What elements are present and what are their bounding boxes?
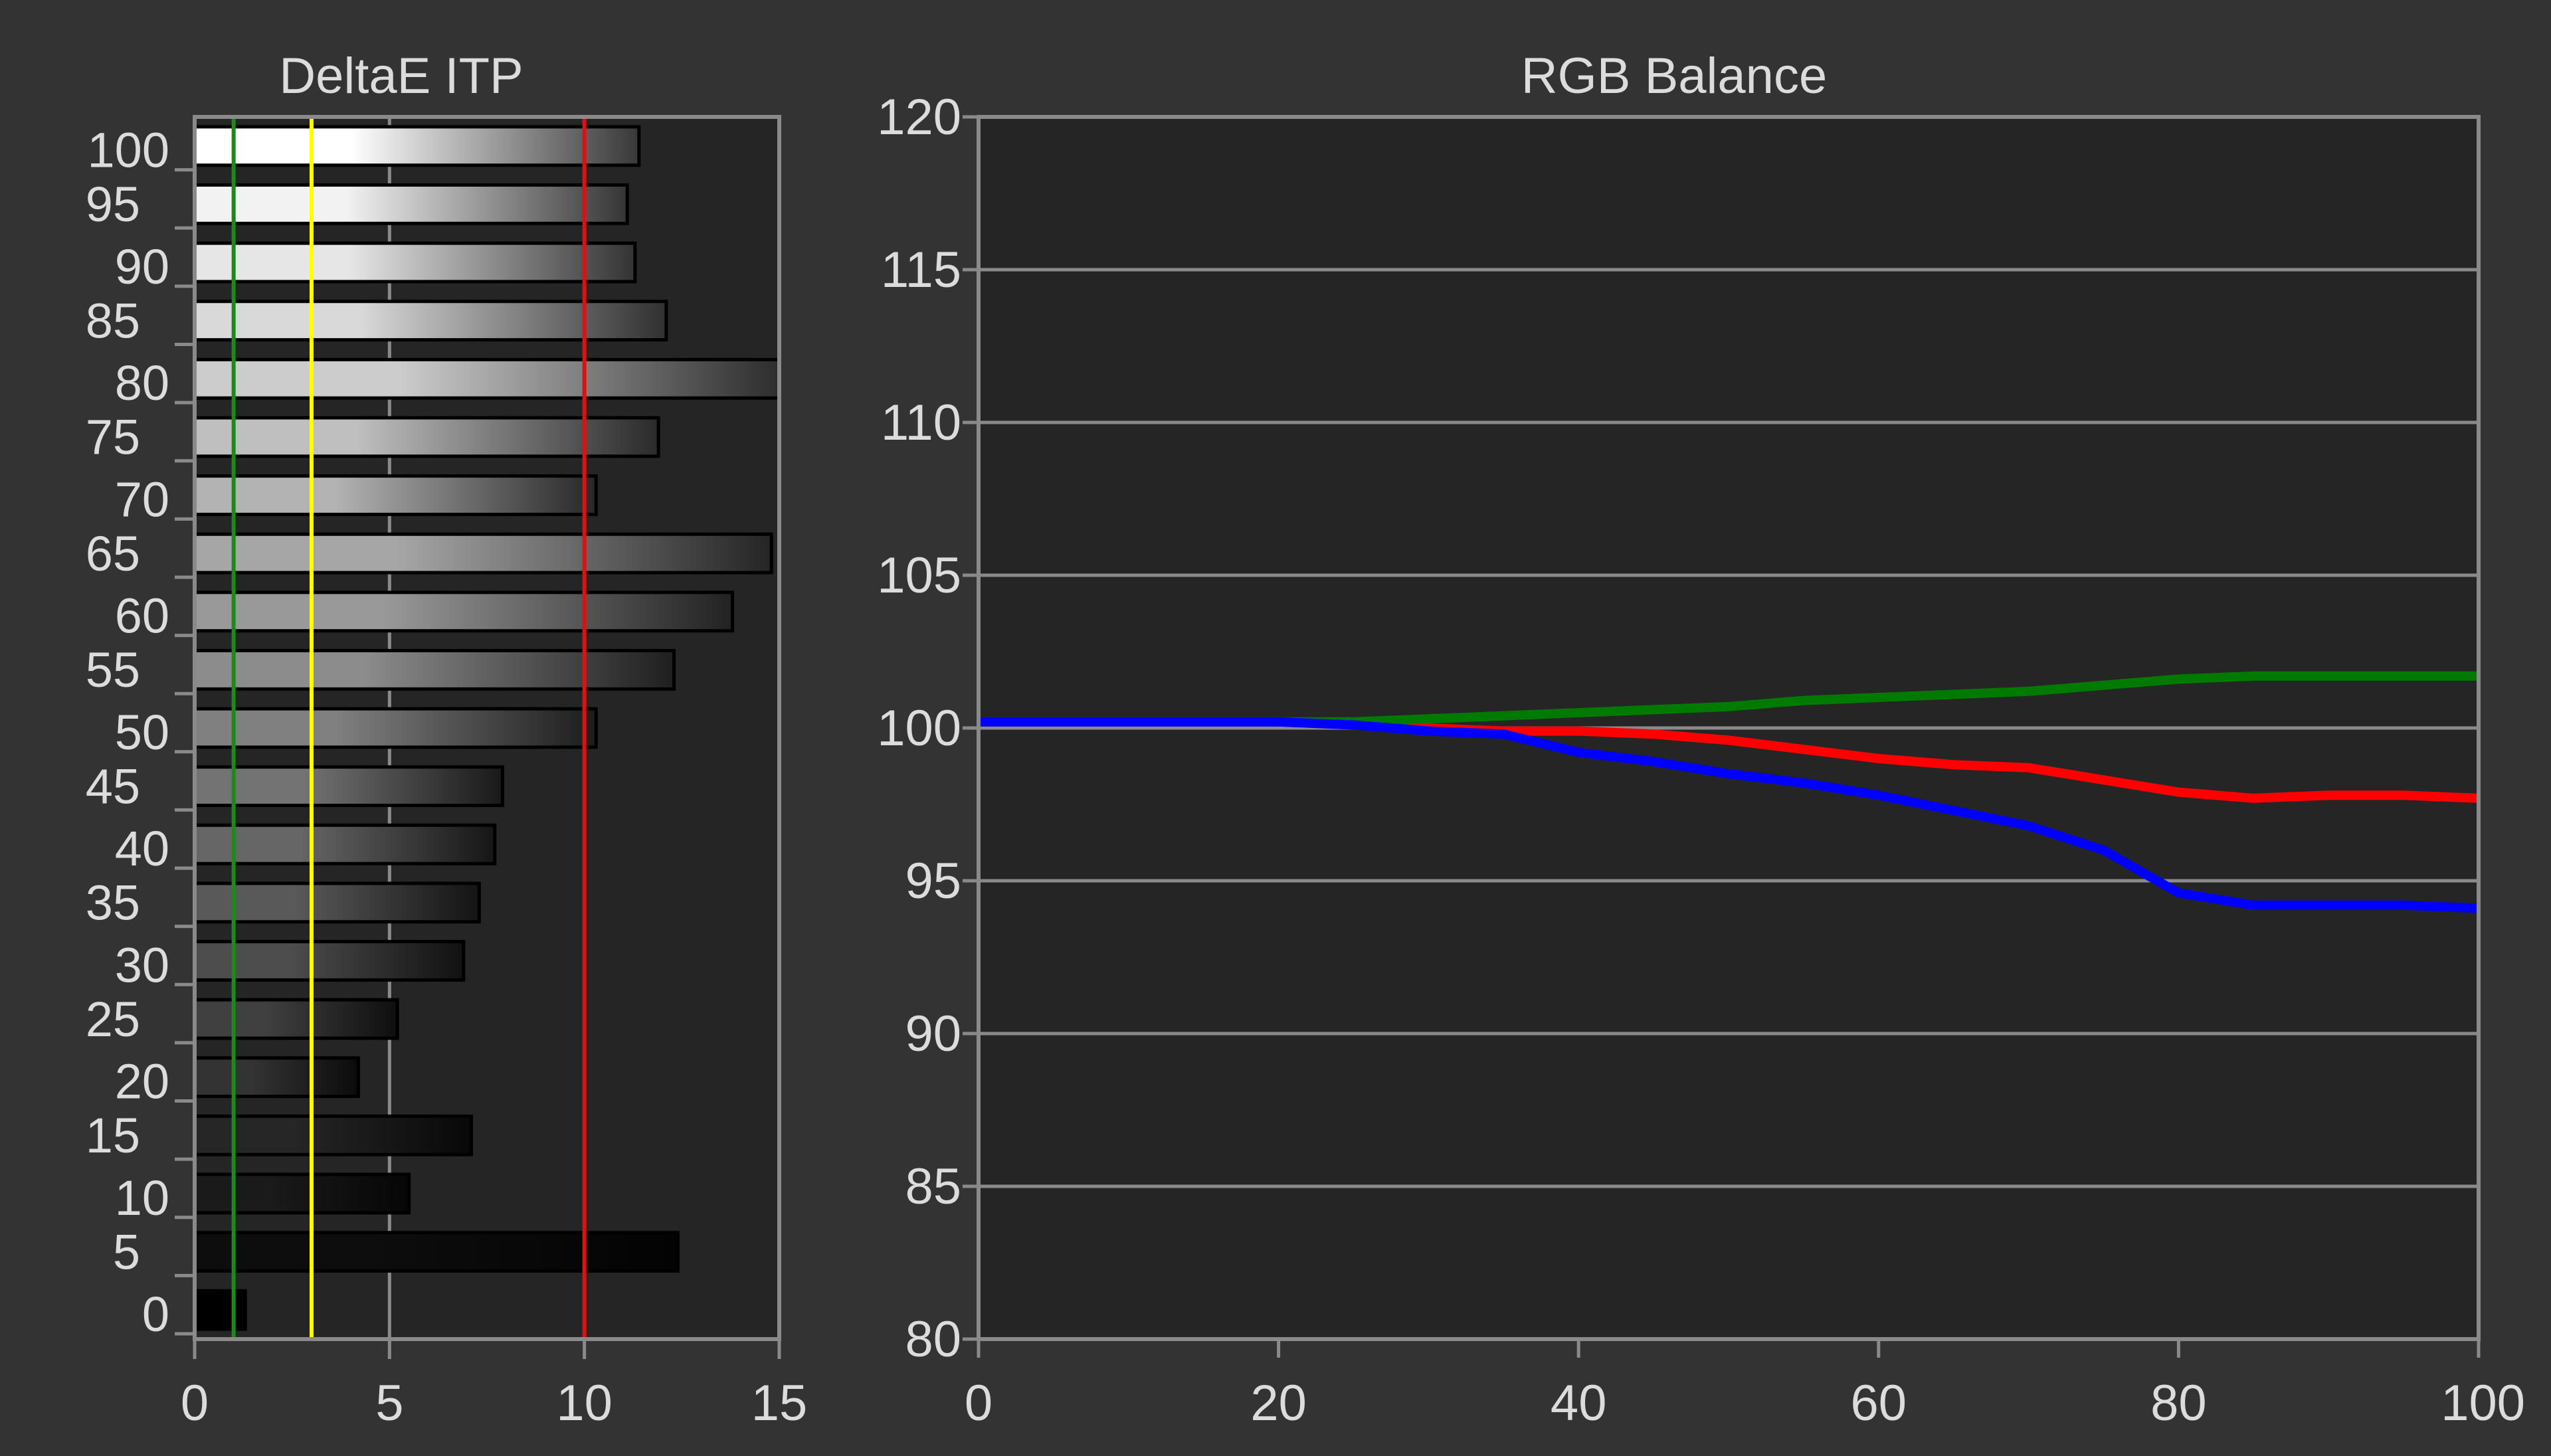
deltae-y-tick-label-80: 80 [115,355,169,410]
deltae-bar-15 [195,1114,474,1156]
deltae-chart-title: DeltaE ITP [279,48,523,104]
rgb-balance-y-axis: 80 85 90 95 100 105 110 115 120 [877,89,979,1368]
rgb-y-tick-label-120: 120 [877,89,961,145]
deltae-bar-30 [195,940,466,982]
deltae-bar-85 [195,300,668,342]
rgb-y-tick-label-80: 80 [905,1311,961,1368]
rgb-x-tick-label-0: 0 [965,1375,992,1431]
deltae-bar-40 [195,823,497,865]
rgb-y-tick-label-100: 100 [877,700,961,757]
deltae-bar-60 [195,591,735,633]
deltae-y-tick-label-60: 60 [115,589,169,644]
deltae-y-tick-label-50: 50 [115,705,169,760]
deltae-x-axis: 0 5 10 15 [181,1339,807,1431]
rgb-balance-series [979,671,2479,913]
deltae-bar-95 [195,183,629,225]
rgb-balance-x-axis: 0 20 40 60 80 100 [965,1339,2525,1431]
rgb-x-tick-label-20: 20 [1250,1375,1307,1431]
rgb-x-tick-label-60: 60 [1851,1375,1907,1431]
rgb-series-blue-line [979,717,2479,913]
deltae-y-tick-label-10: 10 [115,1170,169,1226]
rgb-y-tick-label-95: 95 [905,853,961,909]
deltae-bar-5 [195,1231,680,1273]
deltae-y-tick-label-40: 40 [115,821,169,876]
deltae-x-tick-label-5: 5 [375,1375,403,1431]
deltae-x-tick-label-10: 10 [556,1375,613,1431]
rgb-y-tick-label-90: 90 [905,1006,961,1062]
deltae-plot-frame [193,115,781,1341]
deltae-bar-35 [195,881,481,924]
deltae-bar-65 [195,532,773,575]
rgb-y-tick-label-115: 115 [881,242,961,298]
deltae-y-tick-label-65: 65 [86,526,140,581]
deltae-bar-45 [195,765,504,808]
deltae-y-tick-label-75: 75 [86,410,140,465]
deltae-y-tick-label-15: 15 [86,1108,140,1163]
deltae-y-tick-label-100: 100 [88,123,169,178]
deltae-bar-55 [195,648,676,691]
rgb-balance-chart: 80 85 90 95 100 105 110 115 120 0 20 40 60 80 100 RGB… [877,48,2525,1431]
rgb-balance-grid [979,268,2479,1188]
deltae-bar-50 [195,707,598,749]
deltae-y-tick-label-25: 25 [86,992,140,1047]
rgb-y-tick-label-110: 110 [881,395,961,451]
deltae-x-tick-label-0: 0 [181,1375,209,1431]
deltae-bar-25 [195,998,399,1040]
deltae-y-tick-label-0: 0 [142,1287,169,1342]
deltae-bar-20 [195,1056,360,1099]
deltae-bars [195,125,779,1331]
deltae-y-tick-label-45: 45 [86,759,140,814]
deltae-bar-100 [195,125,641,167]
rgb-x-tick-label-80: 80 [2150,1375,2207,1431]
deltae-bar-10 [195,1172,411,1215]
rgb-y-tick-label-105: 105 [877,547,961,604]
rgb-balance-chart-title: RGB Balance [1521,48,1827,104]
deltae-bar-70 [195,474,598,516]
deltae-y-tick-label-85: 85 [86,293,140,348]
deltae-y-tick-label-70: 70 [115,472,169,527]
deltae-bar-0 [195,1289,247,1331]
deltae-y-tick-label-35: 35 [86,875,140,931]
rgb-x-tick-label-40: 40 [1551,1375,1607,1431]
deltae-y-tick-label-5: 5 [113,1224,140,1279]
deltae-bar-90 [195,241,637,284]
deltae-y-tick-label-55: 55 [86,642,140,697]
deltae-bar-75 [195,416,660,458]
deltae-threshold-lines [231,117,587,1339]
deltae-y-tick-label-90: 90 [115,239,169,294]
deltae-itp-chart: 0510152025303540455055606570758085909510… [86,48,808,1431]
deltae-bar-80 [195,357,779,400]
deltae-x-tick-label-15: 15 [751,1375,808,1431]
rgb-x-tick-label-100: 100 [2441,1375,2525,1431]
rgb-y-tick-label-85: 85 [905,1158,961,1215]
deltae-y-tick-label-30: 30 [115,937,169,992]
deltae-y-tick-label-95: 95 [86,177,140,232]
deltae-y-tick-label-20: 20 [115,1054,169,1109]
